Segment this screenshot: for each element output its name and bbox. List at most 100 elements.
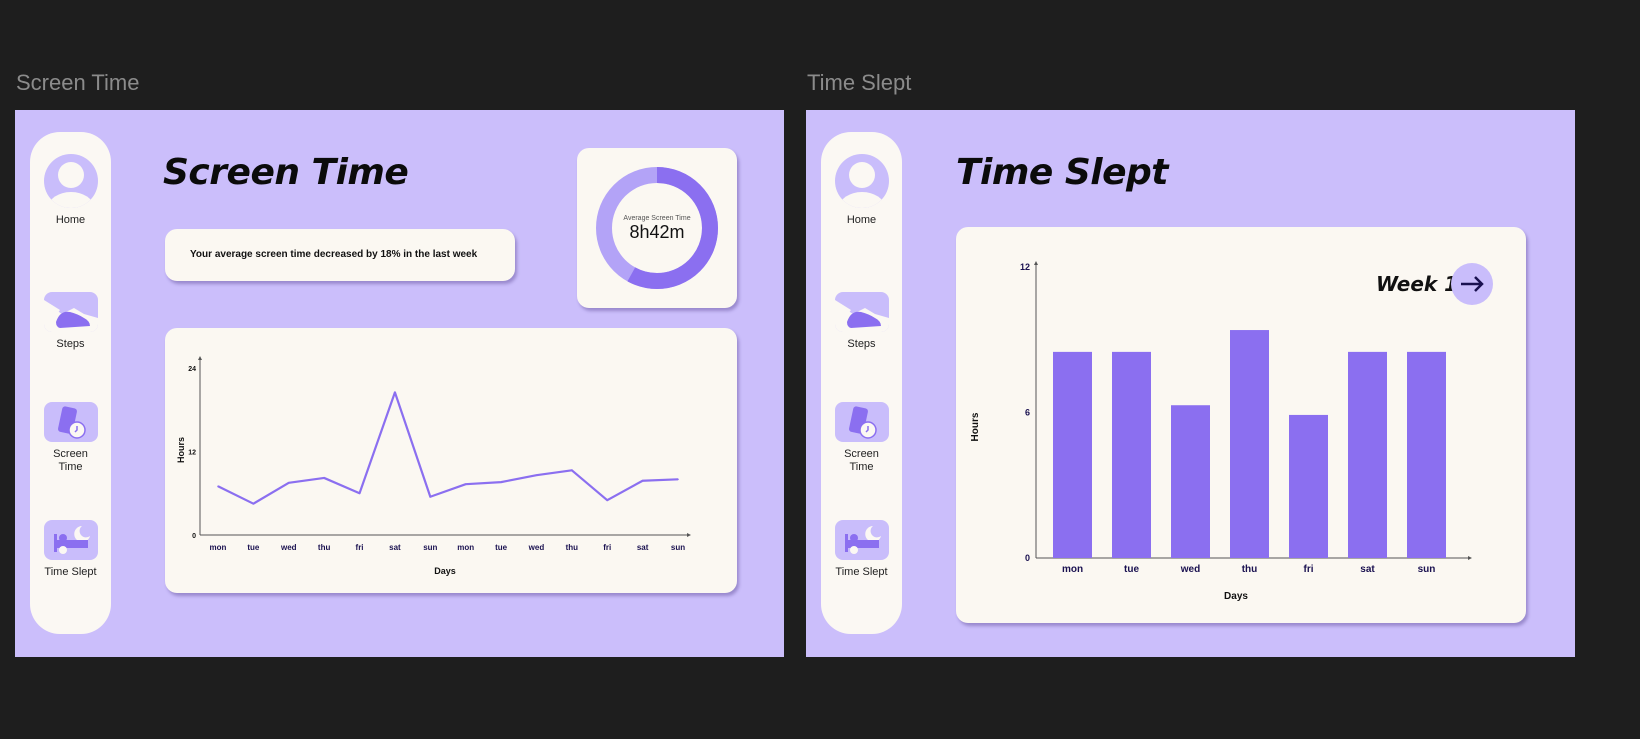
nav-item-steps[interactable]: Steps xyxy=(30,292,111,351)
bed-moon-icon xyxy=(834,520,889,560)
x-tick-label: sun xyxy=(1418,564,1436,575)
data-point xyxy=(571,469,573,472)
nav-item-screen-time[interactable]: Screen Time xyxy=(30,402,111,474)
time-slept-chart-card: 0 6 12 mon tue wed thu fri sat sun Days Hours Week … xyxy=(956,227,1526,623)
data-point xyxy=(358,492,361,495)
x-tick-label: mon xyxy=(1062,564,1083,575)
summary-card: Your average screen time decreased by 18… xyxy=(165,229,515,281)
x-tick-label: wed xyxy=(280,543,297,552)
screen-time-chart-card: 0 12 24 mon tue wed thu fri sat sun mon tue wed thu fr… xyxy=(165,328,737,593)
data-point xyxy=(535,474,538,476)
nav-label: Screen Time xyxy=(844,448,879,473)
nav-item-time-slept[interactable]: Time Slept xyxy=(821,520,902,579)
nav-label: Screen Time xyxy=(53,448,88,473)
shoe-icon xyxy=(834,292,889,332)
frame-label-time-slept: Time Slept xyxy=(807,70,912,95)
nav-item-steps[interactable]: Steps xyxy=(821,292,902,351)
nav-label: Home xyxy=(55,214,86,226)
x-tick-label: mon xyxy=(210,543,227,552)
bar xyxy=(1348,351,1387,558)
shoe-icon xyxy=(43,292,98,332)
data-point xyxy=(287,482,290,484)
next-week-button[interactable] xyxy=(1451,263,1493,305)
y-tick-label: 12 xyxy=(1020,262,1030,272)
x-tick-label: wed xyxy=(1180,564,1200,575)
x-tick-label: tue xyxy=(1124,564,1139,575)
x-tick-label: sun xyxy=(423,543,437,552)
sidebar: Home Steps Screen Time xyxy=(30,132,111,634)
x-tick-label: sat xyxy=(1360,564,1375,575)
data-point xyxy=(500,481,502,483)
nav-label: Steps xyxy=(56,338,85,350)
screen-time-frame: Home Steps Screen Time xyxy=(15,110,784,657)
data-point xyxy=(252,502,255,505)
nav-item-home[interactable]: Home xyxy=(30,154,111,227)
nav-label: Time Slept xyxy=(44,566,97,578)
nav-item-home[interactable]: Home xyxy=(821,154,902,227)
y-tick-label: 0 xyxy=(1025,553,1030,563)
bar xyxy=(1230,330,1269,558)
data-point xyxy=(464,483,467,486)
x-tick-label: thu xyxy=(318,543,331,552)
y-axis-arrow xyxy=(1034,261,1038,265)
x-tick-label: fri xyxy=(1304,564,1314,575)
bar xyxy=(1171,405,1210,558)
x-tick-label: fri xyxy=(603,543,611,552)
summary-text: Your average screen time decreased by 18… xyxy=(190,249,478,260)
x-tick-label: fri xyxy=(356,543,364,552)
bar xyxy=(1289,414,1328,558)
week-label: Week 1 xyxy=(1376,272,1459,296)
y-axis-title: Hours xyxy=(970,412,981,441)
x-axis-arrow xyxy=(1468,556,1472,560)
x-tick-label: sat xyxy=(389,543,401,552)
person-icon xyxy=(43,154,98,208)
average-screen-time-card: Average Screen Time 8h42m xyxy=(577,148,737,308)
x-tick-label: thu xyxy=(1242,564,1258,575)
phone-clock-icon xyxy=(43,402,98,442)
arrow-right-icon xyxy=(1461,276,1484,292)
data-point xyxy=(606,499,609,502)
bar xyxy=(1053,351,1092,558)
phone-clock-icon xyxy=(834,402,889,442)
frame-label-screen-time: Screen Time xyxy=(16,70,140,95)
page-title: Screen Time xyxy=(163,152,409,193)
x-axis-title: Days xyxy=(434,566,456,576)
time-slept-frame: Home Steps Screen Time xyxy=(806,110,1575,657)
x-tick-label: tue xyxy=(495,543,508,552)
sidebar: Home Steps Screen Time xyxy=(821,132,902,634)
donut-value: 8h42m xyxy=(629,222,684,242)
donut-fill xyxy=(596,167,718,289)
nav-label: Home xyxy=(846,214,877,226)
time-slept-bar-chart: 0 6 12 mon tue wed thu fri sat sun Days Hours xyxy=(970,261,1472,602)
y-tick-label: 0 xyxy=(192,533,196,540)
page-title: Time Slept xyxy=(956,152,1169,193)
donut-label: Average Screen Time xyxy=(623,215,690,222)
x-tick-label: tue xyxy=(247,543,260,552)
x-tick-label: mon xyxy=(457,543,474,552)
x-axis-arrow xyxy=(687,533,691,537)
x-tick-label: sun xyxy=(671,543,685,552)
screen-time-line-chart: 0 12 24 mon tue wed thu fri sat sun mon tue wed thu fr… xyxy=(176,356,691,576)
nav-label: Steps xyxy=(847,338,876,350)
data-point xyxy=(641,479,644,482)
x-tick-label: thu xyxy=(566,543,579,552)
data-point xyxy=(323,477,325,479)
data-point xyxy=(429,495,432,498)
x-axis-title: Days xyxy=(1224,591,1248,602)
nav-item-screen-time[interactable]: Screen Time xyxy=(821,402,902,474)
x-tick-label: wed xyxy=(528,543,545,552)
bed-moon-icon xyxy=(43,520,98,560)
data-point xyxy=(394,391,396,394)
nav-label: Time Slept xyxy=(835,566,888,578)
bar xyxy=(1112,351,1151,558)
bar xyxy=(1407,351,1446,558)
person-icon xyxy=(834,154,889,208)
y-tick-label: 12 xyxy=(188,450,196,457)
nav-item-time-slept[interactable]: Time Slept xyxy=(30,520,111,579)
x-tick-label: sat xyxy=(637,543,649,552)
data-point xyxy=(217,485,219,488)
series-line xyxy=(217,391,679,505)
y-axis-title: Hours xyxy=(176,437,186,463)
data-point xyxy=(677,478,679,481)
donut-chart: Average Screen Time 8h42m xyxy=(596,167,718,289)
